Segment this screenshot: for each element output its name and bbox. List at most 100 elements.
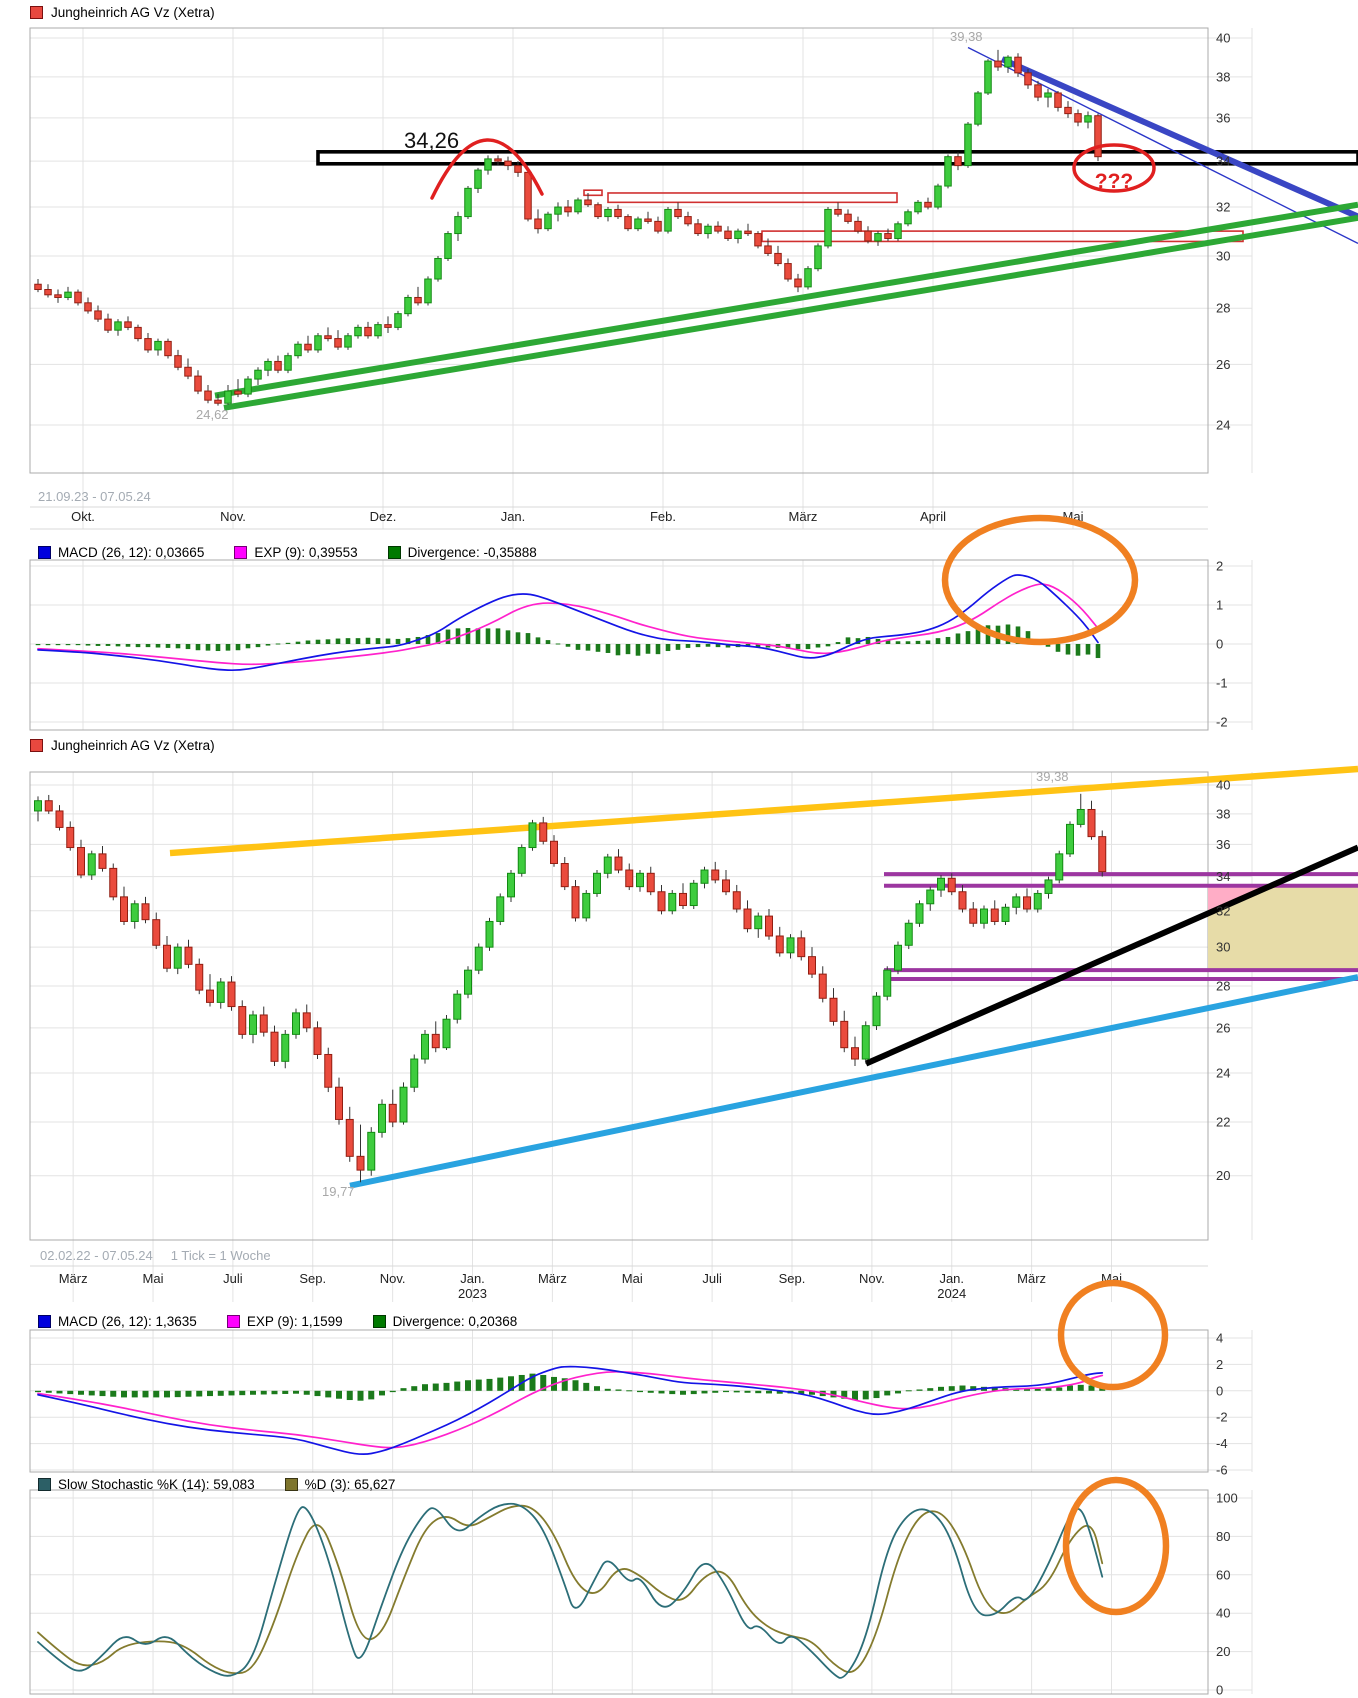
x-axis-month-label: Jan. xyxy=(460,1271,485,1286)
divergence-bar xyxy=(561,1378,568,1391)
candle-down xyxy=(388,1103,397,1123)
candle-down xyxy=(384,324,392,328)
resistance-price-label: 34,26 xyxy=(404,128,459,153)
divergence-bar xyxy=(205,644,211,651)
candle-down xyxy=(654,220,662,232)
y-axis-tick-label: -1 xyxy=(1216,676,1228,691)
divergence-bar xyxy=(265,644,271,646)
divergence-bar xyxy=(346,1390,353,1401)
candle-up xyxy=(281,1033,290,1062)
y-axis-tick-label: 0 xyxy=(1216,1683,1223,1698)
candle-up xyxy=(554,206,562,215)
divergence-bar xyxy=(35,644,41,646)
divergence-bar xyxy=(315,639,321,644)
divergence-bar xyxy=(1067,1385,1073,1391)
candle-down xyxy=(646,872,655,893)
divergence-bar xyxy=(615,1389,622,1391)
candle-up xyxy=(915,903,924,924)
downtrend-thick-blue xyxy=(1000,56,1358,220)
divergence-bar xyxy=(575,644,581,650)
candle-down xyxy=(958,891,967,910)
candle-up xyxy=(64,291,72,298)
candle-down xyxy=(684,216,692,225)
candle-up xyxy=(284,355,292,371)
y-axis-tick-label: 40 xyxy=(1216,778,1230,793)
candle-down xyxy=(164,340,172,357)
divergence-bar xyxy=(695,644,701,648)
candle-down xyxy=(994,60,1002,68)
candle-down xyxy=(775,935,784,954)
divergence-bar xyxy=(174,1390,181,1398)
candle-down xyxy=(206,989,214,1003)
low-price-label: 24,62 xyxy=(196,407,229,422)
candle-down xyxy=(304,343,312,351)
candle-down xyxy=(594,204,602,218)
divergence-bar xyxy=(970,1386,977,1391)
legend-item: EXP (9): 1,1599 xyxy=(226,1314,343,1329)
candle-down xyxy=(969,908,978,924)
y-axis-tick-label: 36 xyxy=(1216,837,1230,852)
y-axis-tick-label: 0 xyxy=(1216,637,1223,652)
candle-up xyxy=(634,218,642,230)
x-axis-year-label: 2023 xyxy=(458,1286,487,1301)
x-axis-month-label: Okt. xyxy=(71,509,95,524)
divergence-bar xyxy=(1056,1387,1063,1391)
candle-down xyxy=(624,216,632,230)
divergence-bar xyxy=(965,631,971,644)
divergence-bar xyxy=(555,643,561,645)
y-axis-tick-label: 38 xyxy=(1216,69,1230,84)
divergence-bar xyxy=(271,1390,278,1395)
divergence-bar xyxy=(830,1390,837,1398)
divergence-bar xyxy=(625,644,631,655)
weekly-date-range-text: 02.02.22 - 07.05.24 xyxy=(40,1248,153,1263)
candle-up xyxy=(216,981,225,1003)
divergence-bar xyxy=(1024,1388,1030,1391)
candle-up xyxy=(664,208,672,232)
candle-up xyxy=(34,800,42,812)
divergence-bar xyxy=(845,637,851,644)
red-question-ellipse xyxy=(1072,143,1156,193)
uptrend-cyan xyxy=(349,974,1358,1189)
y-axis-tick-label: 28 xyxy=(1216,979,1230,994)
y-axis-tick-label: 34 xyxy=(1216,154,1230,169)
divergence-bar xyxy=(755,1390,762,1394)
divergence-bar xyxy=(385,638,391,644)
tick-note: 1 Tick = 1 Woche xyxy=(170,1248,271,1263)
divergence-bar xyxy=(1088,1385,1095,1391)
divergence-bar xyxy=(99,1390,106,1397)
y-axis-tick-label: 24 xyxy=(1216,1065,1230,1080)
divergence-bar xyxy=(475,628,481,644)
candle-down xyxy=(214,399,222,404)
divergence-bar xyxy=(293,1390,299,1394)
candle-down xyxy=(674,208,682,218)
divergence-bar xyxy=(255,644,261,648)
candle-down xyxy=(334,338,342,348)
peak-price-label: 39,38 xyxy=(1036,769,1069,784)
candle-up xyxy=(704,225,712,235)
candle-down xyxy=(524,171,532,220)
stochastic-d-swatch-icon xyxy=(284,1478,298,1491)
candle-down xyxy=(227,981,236,1008)
candle-up xyxy=(593,872,601,894)
candle-up xyxy=(474,946,483,971)
divergence-bar xyxy=(835,642,841,644)
series-marker-icon xyxy=(30,6,43,19)
divergence-bar xyxy=(1075,644,1081,656)
y-axis-tick-label: 2 xyxy=(1216,559,1223,574)
candle-down xyxy=(539,822,548,842)
exp-swatch-icon xyxy=(226,1315,240,1328)
y-axis-tick-label: 20 xyxy=(1216,1644,1230,1659)
divergence-bar xyxy=(56,1390,63,1394)
candle-down xyxy=(34,283,42,291)
candle-down xyxy=(234,390,242,395)
candle-down xyxy=(414,296,422,304)
divergence-bar xyxy=(508,1376,514,1391)
candle-up xyxy=(314,335,322,351)
divergence-bar xyxy=(852,1390,858,1401)
candle-up xyxy=(484,158,492,171)
candle-up xyxy=(668,892,677,912)
candle-down xyxy=(765,915,773,937)
x-axis-month-label: Nov. xyxy=(220,509,246,524)
candle-down xyxy=(714,225,722,232)
candle-up xyxy=(974,92,982,125)
